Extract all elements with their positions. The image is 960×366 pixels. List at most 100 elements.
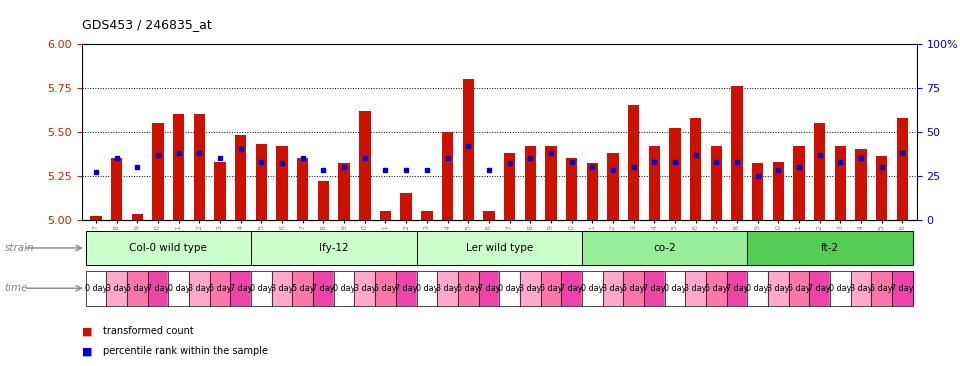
Bar (189, 271, 210, 306)
Text: 3 day: 3 day (767, 284, 789, 293)
Text: 5 day: 5 day (292, 284, 314, 293)
Bar (706, 271, 727, 306)
Bar (375, 271, 396, 306)
Bar (148, 271, 168, 306)
Bar (603, 271, 623, 306)
Text: 0 day: 0 day (747, 284, 769, 293)
Bar (354, 271, 375, 306)
Bar (442, 132, 453, 220)
Bar (189, 271, 210, 306)
Bar (669, 128, 681, 220)
Bar (276, 146, 288, 220)
Text: 5 day: 5 day (871, 284, 893, 293)
Bar (132, 214, 143, 220)
Bar (747, 271, 768, 306)
Bar (623, 271, 644, 306)
Text: 5 day: 5 day (622, 284, 645, 293)
Bar (851, 271, 872, 306)
Text: Ler wild type: Ler wild type (466, 243, 533, 253)
Text: 5 day: 5 day (788, 284, 810, 293)
Bar (293, 271, 313, 306)
Bar (252, 231, 417, 265)
Bar (210, 271, 230, 306)
Bar (809, 271, 830, 306)
Bar (520, 271, 540, 306)
Text: 3 day: 3 day (437, 284, 459, 293)
Bar (773, 162, 784, 220)
Bar (565, 158, 577, 220)
Bar (168, 271, 189, 306)
Text: 7 day: 7 day (312, 284, 335, 293)
Text: 3 day: 3 day (602, 284, 624, 293)
Text: 0 day: 0 day (333, 284, 355, 293)
Bar (252, 271, 272, 306)
Bar (380, 211, 391, 220)
Bar (297, 158, 308, 220)
Text: 5 day: 5 day (457, 284, 479, 293)
Bar (107, 271, 127, 306)
Text: GDS453 / 246835_at: GDS453 / 246835_at (82, 18, 211, 31)
Text: 7 day: 7 day (643, 284, 665, 293)
Bar (809, 271, 830, 306)
Bar (649, 146, 660, 220)
Bar (747, 231, 913, 265)
Bar (562, 271, 582, 306)
Bar (168, 271, 189, 306)
Text: 3 day: 3 day (271, 284, 294, 293)
Bar (230, 271, 252, 306)
Text: 0 day: 0 day (416, 284, 438, 293)
Bar (706, 271, 727, 306)
Text: 7 day: 7 day (229, 284, 252, 293)
Bar (194, 114, 205, 220)
Text: 7 day: 7 day (726, 284, 748, 293)
Bar (587, 163, 598, 220)
Bar (437, 271, 458, 306)
Bar (892, 271, 913, 306)
Bar (255, 144, 267, 220)
Bar (318, 181, 329, 220)
Bar (417, 271, 437, 306)
Bar (458, 271, 478, 306)
Bar (417, 231, 582, 265)
Bar (478, 271, 499, 306)
Bar (752, 163, 763, 220)
Bar (793, 146, 804, 220)
Bar (499, 271, 520, 306)
Text: percentile rank within the sample: percentile rank within the sample (103, 346, 268, 356)
Text: 7 day: 7 day (891, 284, 914, 293)
Text: 3 day: 3 day (188, 284, 210, 293)
Bar (313, 271, 334, 306)
Bar (478, 271, 499, 306)
Bar (644, 271, 664, 306)
Bar (107, 271, 127, 306)
Text: 3 day: 3 day (850, 284, 873, 293)
Bar (458, 271, 478, 306)
Text: Col-0 wild type: Col-0 wild type (130, 243, 207, 253)
Bar (272, 271, 293, 306)
Text: 5 day: 5 day (540, 284, 563, 293)
Text: lfy-12: lfy-12 (319, 243, 348, 253)
Bar (272, 271, 293, 306)
Text: 0 day: 0 day (581, 284, 604, 293)
Bar (834, 146, 846, 220)
Bar (727, 271, 747, 306)
Bar (710, 146, 722, 220)
Bar (483, 211, 494, 220)
Bar (354, 271, 375, 306)
Text: 7 day: 7 day (561, 284, 583, 293)
Text: 5 day: 5 day (705, 284, 728, 293)
Bar (148, 271, 168, 306)
Bar (872, 271, 892, 306)
Bar (339, 163, 349, 220)
Text: 3 day: 3 day (353, 284, 376, 293)
Bar (499, 271, 520, 306)
Bar (603, 271, 623, 306)
Bar (582, 271, 603, 306)
Text: 0 day: 0 day (663, 284, 686, 293)
Bar (85, 271, 107, 306)
Bar (892, 271, 913, 306)
Text: co-2: co-2 (653, 243, 676, 253)
Text: time: time (5, 283, 28, 294)
Text: ■: ■ (82, 346, 92, 356)
Bar (608, 153, 618, 220)
